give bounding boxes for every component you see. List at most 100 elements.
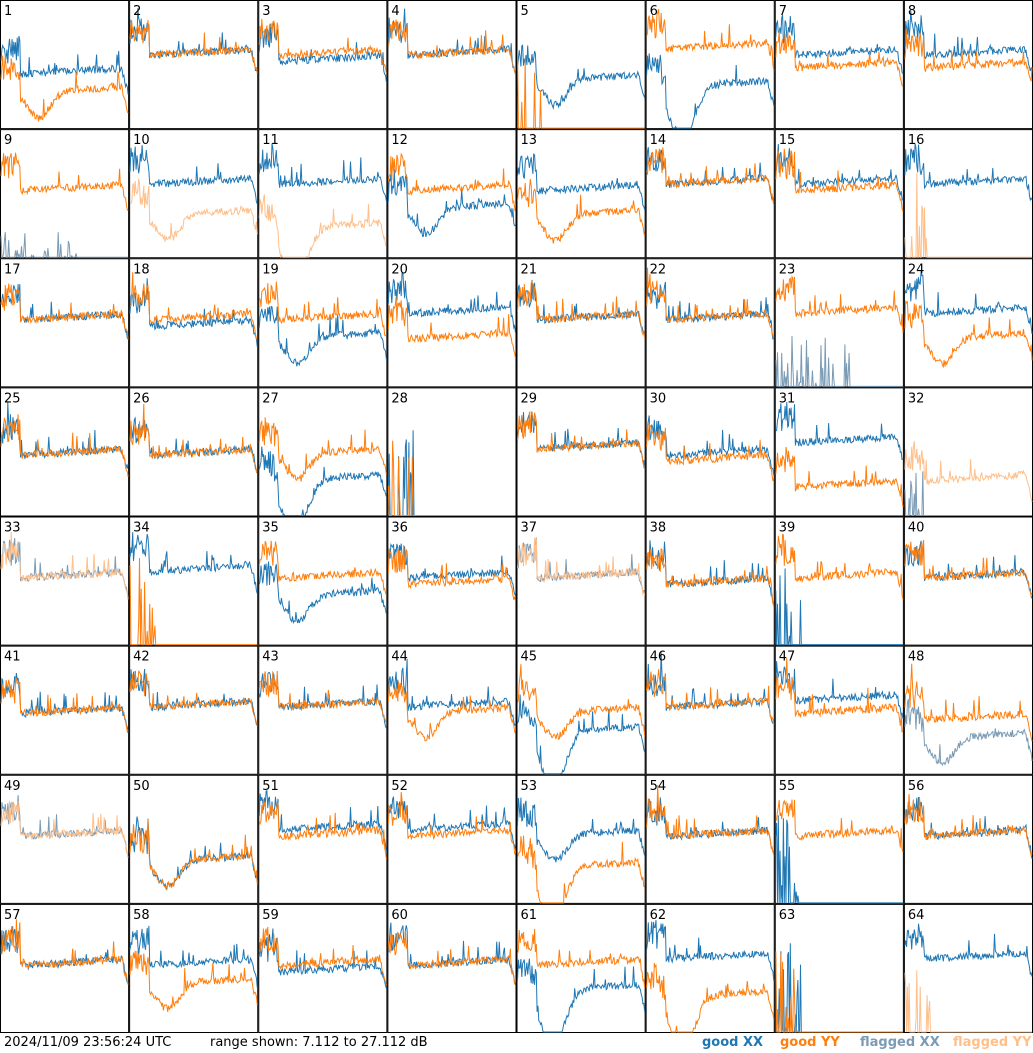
panel-37: 37 [516,516,646,646]
series-xx-good [387,169,516,238]
panel-17: 17 [0,258,130,388]
series-yy-good [646,267,775,338]
panel-frame [516,903,646,1033]
panel-label: 50 [133,779,150,794]
series-yy-good [904,300,1033,369]
panel-frame [645,645,775,775]
series-xx-good [129,925,258,988]
series-xx-good [904,923,1033,977]
series-xx-flagged [904,471,1032,516]
panel-frame [903,387,1033,517]
panel-41: 41 [0,645,130,775]
panel-frame [258,258,388,388]
series-xx-good [646,53,775,129]
panel-label: 43 [262,650,279,665]
panel-frame [516,516,646,646]
panel-label: 22 [650,262,667,277]
series-xx-good [129,532,258,594]
panel-frame [387,129,517,259]
panel-frame [258,0,388,130]
panel-16: 16 [903,129,1033,259]
panel-label: 38 [650,521,667,536]
panel-61: 61 [516,903,646,1033]
series-xx-good [904,11,1033,72]
series-xx-good [775,14,904,75]
series-yy-good [646,423,775,482]
panel-label: 53 [521,779,538,794]
series-xx-good [129,8,258,72]
panel-frame [903,0,1033,130]
series-yy-good [517,178,646,244]
series-yy-good [258,926,387,986]
panel-3: 3 [258,0,388,130]
series-yy-good [129,272,258,340]
series-yy-good [0,414,129,477]
series-yy-good [517,50,645,129]
panel-frame [258,129,388,259]
series-yy-good [0,677,129,734]
panel-label: 64 [908,908,925,923]
panel-7: 7 [774,0,904,130]
panel-frame [129,516,259,646]
panel-label: 21 [521,262,538,277]
panel-frame [645,129,775,259]
legend-good-xx: good XX [702,1035,764,1050]
series-yy-good [517,280,646,338]
panel-21: 21 [516,258,646,388]
series-yy-good [517,928,646,988]
panel-35: 35 [258,516,388,646]
panel-label: 19 [262,262,279,277]
legend-flagged-xx: flagged XX [860,1035,940,1050]
series-xx-good [0,672,129,733]
panel-39: 39 [774,516,904,646]
panel-frame [774,258,904,388]
series-yy-good [775,148,904,212]
panel-label: 62 [650,908,667,923]
panel-33: 33 [0,516,130,646]
series-yy-good [258,799,387,860]
panel-52: 52 [387,774,517,904]
panel-label: 2 [133,4,141,19]
panel-label: 29 [521,391,538,406]
series-yy-good [775,533,904,600]
panel-1: 1 [0,0,130,130]
panel-frame [387,645,517,775]
series-yy-good [775,30,904,87]
panel-49: 49 [0,774,130,904]
panel-19: 19 [258,258,388,388]
series-yy-good [775,275,904,333]
panel-label: 35 [262,521,279,536]
panel-label: 20 [391,262,408,277]
series-xx-good [387,272,516,334]
panel-frame [516,0,646,130]
panel-56: 56 [903,774,1033,904]
panel-62: 62 [645,903,775,1033]
series-yy-good [387,19,516,75]
panel-label: 1 [4,4,12,19]
series-yy-good [129,670,258,726]
series-xx-good [904,270,1033,334]
series-yy-good [258,417,387,482]
panel-44: 44 [387,645,517,775]
series-yy-flagged [129,178,258,242]
series-yy-flagged [258,194,387,259]
panel-label: 6 [650,4,658,19]
series-xx-good [775,661,904,719]
panel-label: 14 [650,133,667,148]
panel-48: 48 [903,645,1033,775]
panel-label: 7 [779,4,787,19]
panel-label: 55 [779,779,796,794]
panel-frame [903,516,1033,646]
series-yy-good [646,962,775,1033]
panel-frame [645,774,775,904]
series-yy-good [904,793,1033,858]
series-xx-flagged [775,335,903,387]
panel-label: 9 [4,133,12,148]
panel-frame [258,645,388,775]
panel-31: 31 [774,387,904,517]
panel-label: 60 [391,908,408,923]
panel-38: 38 [645,516,775,646]
panel-label: 11 [262,133,279,148]
panel-frame [774,387,904,517]
panel-10: 10 [129,129,259,259]
